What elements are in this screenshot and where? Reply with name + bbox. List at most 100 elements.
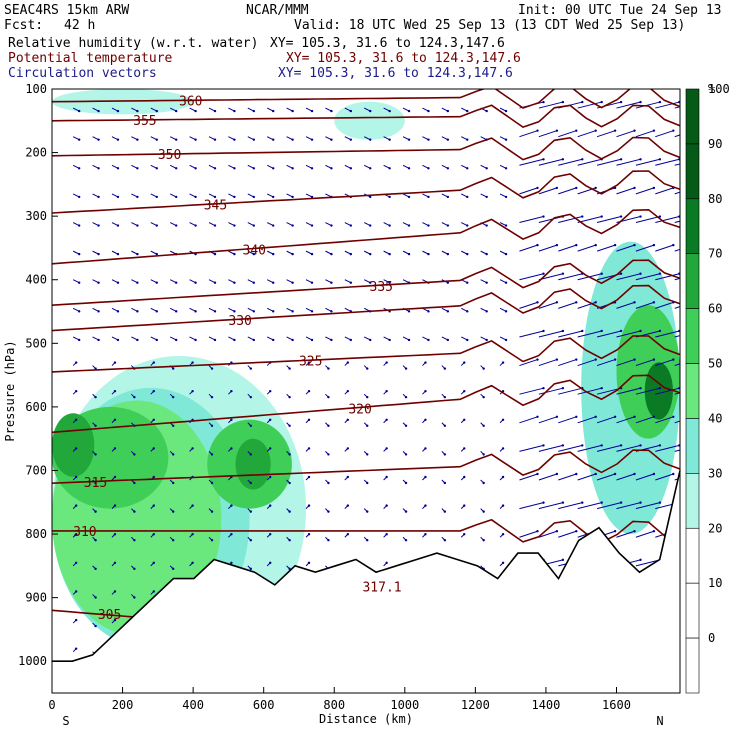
vector-head [463,418,466,421]
vector-head [174,224,178,227]
vector-arrow [674,163,680,166]
vector-head [404,510,408,513]
vector-head [581,501,584,504]
colorbar-tick-label: 90 [708,137,722,151]
colorbar-swatch [685,637,700,694]
vector-head [366,424,369,427]
vector-head [191,361,194,364]
vector-head [561,100,565,104]
vector-head [136,224,139,227]
vector-head [210,424,214,427]
x-axis-title: Distance (km) [319,712,413,726]
vector-head [369,338,372,342]
vector-head [272,109,275,113]
vector-head [536,301,539,304]
field2-name: Potential temperature [8,51,173,66]
vector-head [252,138,256,141]
plot-border [51,88,681,694]
vector-head [77,310,81,313]
vector-head [288,424,291,427]
vector-arrow [538,330,563,338]
vector-head [155,224,158,227]
vector-head [561,558,565,562]
vector-head [443,539,447,542]
vector-head [155,167,158,170]
vector-arrow [538,187,558,195]
vector-head [233,281,236,284]
vector-head [581,215,584,218]
vector-arrow [616,416,635,424]
vector-head [652,186,656,190]
colorbar-tick-label: 100 [708,82,730,96]
vector-arrow [538,502,563,510]
vector-head [233,252,236,256]
vector-head [330,109,333,113]
vector-head [652,129,656,132]
vector-head [633,301,636,304]
vector-head [194,338,197,342]
colorbar-tick-label: 80 [708,192,722,206]
vector-head [174,195,178,199]
vector-head [136,281,139,284]
vector-head [443,481,447,485]
vector-head [230,389,233,393]
vector-head [97,195,100,199]
vector-arrow [519,359,538,367]
vector-arrow [674,220,680,224]
vector-arrow [519,130,538,138]
vector-head [307,475,311,479]
vector-head [369,167,372,170]
vector-head [191,389,194,393]
vector-head [424,533,427,536]
vector-head [77,338,81,342]
vector-head [575,186,578,190]
vector-head [575,530,578,533]
vector-head [366,481,369,485]
vector-arrow [519,273,544,281]
vector-head [307,418,311,421]
vector-head [116,338,120,342]
vector-head [652,243,656,247]
vector-head [446,138,450,141]
vector-head [504,109,508,113]
vector-head [116,252,120,256]
vector-head [194,224,197,227]
vector-head [330,224,333,227]
vector-head [97,138,100,141]
y-tick-label: 600 [25,400,47,414]
vector-head [594,243,597,247]
theta-contour-355 [52,104,680,128]
vector-head [658,215,662,218]
vector-head [385,447,388,450]
vector-head [269,389,272,393]
theta-label-340: 340 [243,243,266,258]
theta-label-355: 355 [133,114,156,129]
vector-head [575,129,578,132]
vector-head [613,129,617,132]
vector-head [252,195,256,199]
vector-head [388,195,391,199]
colorbar-tick-label: 50 [708,357,722,371]
vector-head [269,504,272,507]
vector-head [133,539,136,542]
vector-head [213,109,217,113]
vector-head [97,252,100,256]
vector-head [174,310,178,313]
vector-head [94,510,97,513]
vector-head [639,272,642,275]
vector-head [424,447,427,450]
vector-head [446,167,450,170]
vector-head [252,310,256,313]
vector-head [233,338,236,342]
vector-head [113,361,117,364]
vector-head [427,167,430,170]
vector-head [213,252,217,256]
vector-head [74,561,78,565]
vector-head [310,167,314,170]
vector-head [443,395,447,399]
vector-head [542,158,545,161]
vector-head [210,395,214,399]
vector-head [407,338,411,342]
vector-head [427,109,430,113]
vector-arrow [655,473,674,481]
